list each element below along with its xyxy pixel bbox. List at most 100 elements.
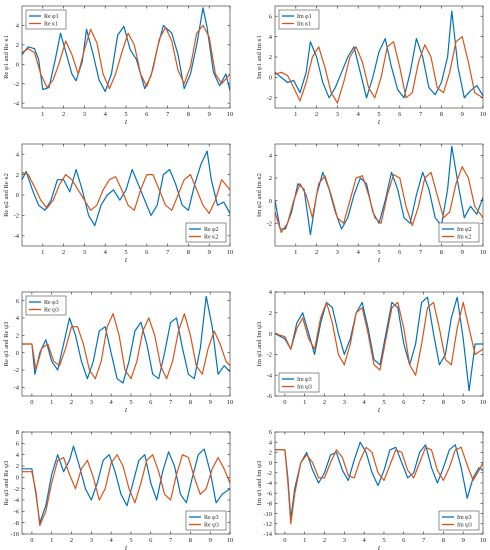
y-tick-label: 2 bbox=[269, 175, 272, 182]
y-tick-label: 6 bbox=[16, 298, 20, 305]
legend-label: Im φ3 bbox=[297, 377, 312, 383]
y-axis-label: Re φ1 and Re κ1 bbox=[3, 35, 10, 79]
y-tick-label: 4 bbox=[16, 151, 20, 158]
x-tick-label: 8 bbox=[442, 399, 445, 406]
y-tick-label: 4 bbox=[269, 439, 273, 446]
chart-panel-5: 0 1 2 3 4 5 6 7 8 9 10 -4 -2 0 2 4 6 t Re φ3 and Re ψ3 Re φ… bbox=[3, 291, 234, 414]
x-tick-label: 9 bbox=[208, 111, 211, 118]
y-tick-label: -8 bbox=[14, 520, 19, 527]
y-tick-label: 2 bbox=[269, 54, 272, 61]
y-tick-label: -4 bbox=[14, 100, 20, 107]
x-tick-label: 5 bbox=[382, 537, 385, 544]
x-tick-label: 2 bbox=[62, 249, 65, 256]
y-tick-label: 4 bbox=[269, 153, 273, 160]
y-axis-label: Re φ3 and Re ψ3 bbox=[3, 322, 10, 367]
x-tick-label: 1 bbox=[303, 399, 306, 406]
legend: Im φ3 Im ψ3 bbox=[438, 510, 480, 531]
x-tick-label: 3 bbox=[83, 249, 86, 256]
y-tick-label: 0 bbox=[269, 331, 272, 338]
x-tick-label: 4 bbox=[110, 399, 114, 406]
x-tick-label: 5 bbox=[129, 537, 132, 544]
y-tick-label: 0 bbox=[16, 192, 19, 199]
x-tick-label: 3 bbox=[336, 111, 339, 118]
y-tick-label: 0 bbox=[269, 198, 272, 205]
y-tick-label: 2 bbox=[16, 463, 19, 470]
x-tick-label: 9 bbox=[461, 111, 464, 118]
x-tick-label: 7 bbox=[169, 537, 173, 544]
y-tick-label: 4 bbox=[16, 315, 20, 322]
x-tick-label: 0 bbox=[283, 537, 286, 544]
y-tick-label: -10 bbox=[263, 511, 272, 518]
x-tick-label: 10 bbox=[227, 111, 234, 118]
x-tick-label: 1 bbox=[50, 537, 53, 544]
x-tick-label: 2 bbox=[315, 111, 318, 118]
x-tick-label: 1 bbox=[303, 537, 306, 544]
x-axis-label: t bbox=[378, 405, 381, 414]
y-tick-label: -2 bbox=[267, 352, 272, 359]
x-tick-label: 7 bbox=[166, 249, 170, 256]
x-tick-label: 10 bbox=[227, 537, 234, 544]
x-tick-label: 9 bbox=[461, 249, 464, 256]
y-tick-label: 2 bbox=[16, 333, 19, 340]
legend-box bbox=[278, 372, 320, 393]
x-tick-label: 8 bbox=[189, 399, 192, 406]
y-tick-label: 2 bbox=[269, 450, 272, 457]
x-tick-label: 10 bbox=[227, 399, 234, 406]
x-tick-label: 3 bbox=[90, 399, 93, 406]
y-tick-label: 0 bbox=[16, 61, 19, 68]
x-tick-label: 5 bbox=[377, 249, 380, 256]
y-tick-label: 4 bbox=[269, 34, 273, 41]
series-line-1 bbox=[22, 150, 230, 227]
y-tick-label: -2 bbox=[267, 221, 272, 228]
y-axis-label: Im φ1 and Im κ1 bbox=[256, 35, 263, 79]
x-tick-label: 6 bbox=[402, 537, 406, 544]
y-tick-label: -4 bbox=[267, 372, 273, 379]
x-tick-label: 2 bbox=[323, 399, 326, 406]
x-tick-label: 9 bbox=[208, 249, 211, 256]
x-tick-label: 4 bbox=[357, 111, 361, 118]
x-axis-label: t bbox=[378, 255, 381, 264]
x-tick-label: 4 bbox=[104, 111, 108, 118]
legend: Im φ1 Im κ1 bbox=[278, 9, 320, 30]
legend-label: Re κ1 bbox=[44, 22, 58, 28]
legend-box bbox=[185, 510, 227, 531]
x-tick-label: 1 bbox=[294, 249, 297, 256]
x-tick-label: 8 bbox=[189, 537, 192, 544]
x-tick-label: 2 bbox=[70, 399, 73, 406]
x-tick-label: 8 bbox=[187, 111, 190, 118]
legend-label: Re κ2 bbox=[204, 235, 218, 241]
axes-frame bbox=[21, 291, 231, 397]
x-tick-label: 7 bbox=[166, 111, 170, 118]
legend-box bbox=[438, 510, 480, 531]
x-tick-label: 9 bbox=[209, 537, 212, 544]
x-tick-label: 10 bbox=[480, 399, 487, 406]
y-tick-label: 0 bbox=[269, 460, 272, 467]
legend-label: Re φ3 bbox=[204, 515, 219, 521]
y-tick-label: -2 bbox=[267, 95, 272, 102]
x-tick-label: 2 bbox=[70, 537, 73, 544]
y-tick-label: -2 bbox=[14, 367, 19, 374]
x-tick-label: 6 bbox=[145, 249, 149, 256]
x-axis-label: t bbox=[125, 117, 128, 126]
x-tick-label: 4 bbox=[104, 249, 108, 256]
legend-label: Re ψ3 bbox=[44, 308, 59, 314]
y-tick-label: -2 bbox=[14, 213, 19, 220]
chart-panel-6: 0 1 2 3 4 5 6 7 8 9 10 -6 -4 -2 0 2 4 t Im φ3 and Im ψ3 Im … bbox=[256, 289, 486, 414]
series-line-1 bbox=[275, 145, 483, 236]
y-axis-label: Re φ3 and Re ψ3 bbox=[3, 461, 10, 506]
legend-label: Im φ2 bbox=[457, 227, 472, 233]
legend: Re φ2 Re κ2 bbox=[185, 222, 227, 243]
legend-box bbox=[25, 295, 67, 316]
legend-label: Im ψ3 bbox=[297, 385, 312, 391]
y-tick-label: 4 bbox=[16, 23, 20, 30]
y-tick-label: -4 bbox=[267, 480, 273, 487]
y-tick-label: -8 bbox=[267, 501, 272, 508]
x-tick-label: 10 bbox=[480, 537, 487, 544]
series-line-2 bbox=[275, 166, 483, 233]
legend: Im φ2 Im κ2 bbox=[438, 222, 480, 243]
x-tick-label: 7 bbox=[419, 249, 423, 256]
